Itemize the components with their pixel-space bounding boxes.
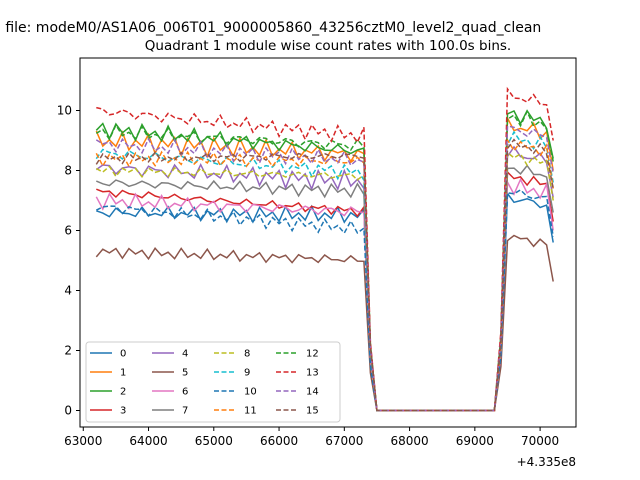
legend-label-3: 3: [120, 406, 126, 417]
legend-label-10: 10: [244, 387, 257, 398]
legend-label-9: 9: [244, 368, 250, 379]
figure-suptitle: n file: modeM0/AS1A06_006T01_9000005860_…: [0, 20, 541, 36]
legend-label-6: 6: [182, 387, 188, 398]
x-tick-label: 67000: [325, 434, 363, 448]
legend-box: [85, 341, 341, 423]
y-tick-label: 2: [64, 344, 72, 358]
y-tick-label: 4: [64, 284, 72, 298]
legend-label-15: 15: [306, 406, 319, 417]
x-tick-label: 65000: [195, 434, 233, 448]
series-line-9: [95, 130, 554, 412]
legend-label-7: 7: [182, 406, 188, 417]
legend-label-8: 8: [244, 349, 250, 360]
legend-label-5: 5: [182, 368, 188, 379]
legend-label-12: 12: [306, 349, 319, 360]
x-axis-ticks: 63000 64000 65000 66000 67000 68000 69000 70000: [64, 427, 559, 448]
series-line-8: [95, 151, 554, 412]
x-tick-label: 68000: [390, 434, 428, 448]
x-tick-label: 66000: [260, 434, 298, 448]
x-tick-label: 69000: [456, 434, 494, 448]
y-tick-label: 10: [57, 104, 72, 118]
x-tick-label: 70000: [521, 434, 559, 448]
legend-label-4: 4: [182, 349, 188, 360]
y-axis-ticks: 0 2 4 6 8 10: [57, 104, 80, 418]
legend-label-11: 11: [244, 406, 257, 417]
legend-label-2: 2: [120, 387, 126, 398]
y-tick-label: 6: [64, 224, 72, 238]
y-tick-label: 0: [64, 404, 72, 418]
x-tick-label: 63000: [64, 434, 102, 448]
chart-title: Quadrant 1 module wise count rates with …: [145, 38, 511, 54]
legend-label-13: 13: [306, 368, 319, 379]
legend-label-14: 14: [306, 387, 319, 398]
legend-label-0: 0: [120, 349, 126, 360]
series-line-15: [95, 138, 554, 412]
legend-label-1: 1: [120, 368, 126, 379]
plot-lines: [95, 86, 554, 412]
axes-frame: [79, 57, 577, 428]
y-tick-label: 8: [64, 164, 72, 178]
x-offset-label: +4.335e8: [517, 455, 576, 469]
x-tick-label: 64000: [129, 434, 167, 448]
